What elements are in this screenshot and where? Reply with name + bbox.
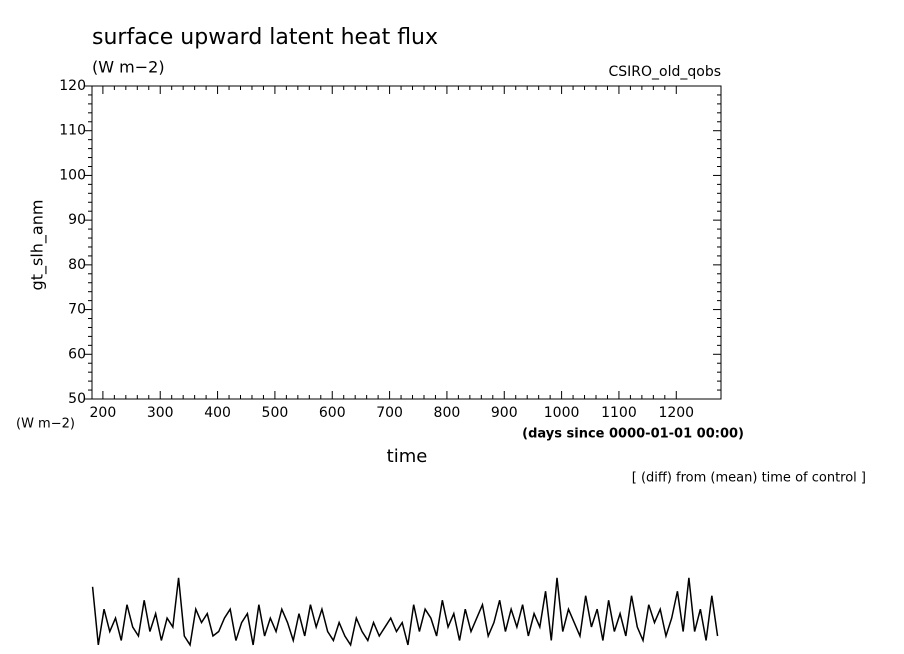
y-tick-label: 120 bbox=[59, 78, 86, 94]
x-tick-label: 200 bbox=[90, 405, 117, 421]
x-axis-label: time bbox=[387, 446, 428, 467]
y-tick-label: 50 bbox=[68, 391, 86, 407]
x-tick-label: 900 bbox=[491, 405, 518, 421]
plot-frame bbox=[91, 85, 722, 400]
x-tick-label: 1100 bbox=[601, 405, 637, 421]
chart-title: surface upward latent heat flux bbox=[92, 25, 438, 50]
y-tick-label: 110 bbox=[59, 123, 86, 139]
x-tick-label: 800 bbox=[434, 405, 461, 421]
x-tick-label: 1200 bbox=[658, 405, 694, 421]
x-tick-label: 400 bbox=[204, 405, 231, 421]
source-label: CSIRO_old_qobs bbox=[608, 64, 721, 80]
data-line bbox=[91, 577, 719, 647]
y-tick-label: 70 bbox=[68, 302, 86, 318]
y-tick-label: 80 bbox=[68, 257, 86, 273]
x-tick-label: 300 bbox=[147, 405, 174, 421]
x-tick-label: 700 bbox=[376, 405, 403, 421]
x-axis-units: (days since 0000-01-01 00:00) bbox=[522, 427, 744, 442]
x-tick-label: 500 bbox=[262, 405, 289, 421]
y-axis-units: (W m−2) bbox=[16, 417, 75, 432]
note: [ (diff) from (mean) time of control ] bbox=[632, 471, 866, 486]
chart-subtitle: (W m−2) bbox=[92, 58, 165, 77]
y-axis-label: gt_slh_anm bbox=[28, 200, 48, 291]
y-tick-label: 100 bbox=[59, 167, 86, 183]
y-tick-label: 60 bbox=[68, 346, 86, 362]
x-tick-label: 1000 bbox=[544, 405, 580, 421]
x-tick-label: 600 bbox=[319, 405, 346, 421]
y-tick-label: 90 bbox=[68, 212, 86, 228]
